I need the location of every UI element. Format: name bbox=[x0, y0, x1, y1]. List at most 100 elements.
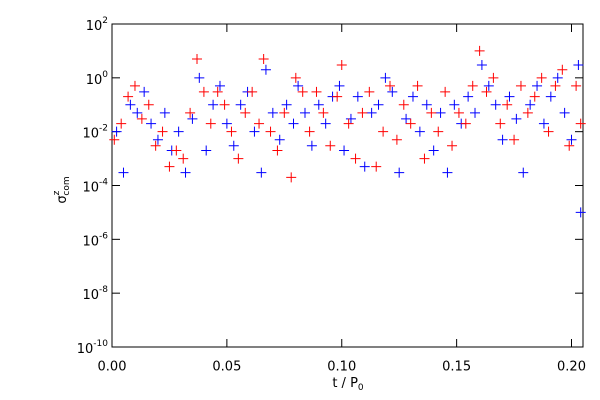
point bbox=[228, 140, 239, 151]
point bbox=[467, 80, 478, 91]
point bbox=[442, 167, 453, 178]
point bbox=[380, 72, 391, 83]
point bbox=[414, 126, 425, 137]
point bbox=[447, 140, 458, 151]
point bbox=[371, 161, 382, 172]
point bbox=[265, 126, 276, 137]
y-tick-base: 10 bbox=[82, 126, 99, 141]
point bbox=[515, 80, 526, 91]
point bbox=[552, 72, 563, 83]
point bbox=[221, 118, 232, 129]
point bbox=[235, 99, 246, 110]
point bbox=[129, 80, 140, 91]
point bbox=[339, 145, 350, 156]
point bbox=[463, 91, 474, 102]
point bbox=[272, 145, 283, 156]
point bbox=[336, 59, 347, 70]
point bbox=[180, 167, 191, 178]
point bbox=[325, 140, 336, 151]
point bbox=[536, 72, 547, 83]
point bbox=[564, 140, 575, 151]
y-tick-exponent: 2 bbox=[102, 16, 108, 26]
point bbox=[139, 86, 150, 97]
point bbox=[343, 118, 354, 129]
point bbox=[159, 107, 170, 118]
point bbox=[205, 118, 216, 129]
point bbox=[440, 86, 451, 97]
point bbox=[143, 99, 154, 110]
y-tick-label: 10-6 bbox=[82, 231, 108, 249]
point bbox=[559, 107, 570, 118]
y-label-subscript: com bbox=[62, 176, 72, 195]
point bbox=[192, 54, 203, 65]
point bbox=[254, 118, 265, 129]
y-tick-label: 102 bbox=[86, 16, 108, 34]
point bbox=[538, 118, 549, 129]
point bbox=[504, 91, 515, 102]
point bbox=[299, 107, 310, 118]
point bbox=[214, 80, 225, 91]
point bbox=[116, 118, 127, 129]
point bbox=[511, 113, 522, 124]
point bbox=[173, 126, 184, 137]
y-tick-label: 10-10 bbox=[77, 339, 109, 357]
point bbox=[483, 80, 494, 91]
y-tick-label: 10-2 bbox=[82, 123, 108, 141]
point bbox=[125, 99, 136, 110]
y-tick-exponent: -4 bbox=[99, 177, 108, 187]
point bbox=[306, 140, 317, 151]
point bbox=[428, 145, 439, 156]
point bbox=[109, 134, 120, 145]
point bbox=[387, 86, 398, 97]
point bbox=[187, 113, 198, 124]
point bbox=[201, 145, 212, 156]
point bbox=[150, 140, 161, 151]
y-axis-label: σzcom bbox=[52, 176, 72, 203]
point bbox=[525, 99, 536, 110]
point bbox=[359, 161, 370, 172]
point bbox=[573, 59, 584, 70]
point bbox=[304, 126, 315, 137]
point bbox=[497, 134, 508, 145]
point bbox=[233, 153, 244, 164]
point bbox=[502, 99, 513, 110]
point bbox=[453, 107, 464, 118]
point bbox=[281, 99, 292, 110]
point bbox=[495, 118, 506, 129]
y-tick-base: 10 bbox=[82, 180, 99, 195]
point bbox=[474, 45, 485, 56]
point bbox=[435, 107, 446, 118]
point bbox=[267, 107, 278, 118]
point bbox=[146, 118, 157, 129]
y-tick-base: 10 bbox=[82, 234, 99, 249]
x-tick-label: 0.20 bbox=[557, 360, 586, 375]
y-tick-base: 10 bbox=[82, 288, 99, 303]
point bbox=[226, 126, 237, 137]
point bbox=[407, 91, 418, 102]
point bbox=[288, 118, 299, 129]
point bbox=[194, 72, 205, 83]
x-label-subscript: 0 bbox=[358, 383, 364, 393]
point bbox=[401, 113, 412, 124]
point bbox=[123, 91, 134, 102]
x-label-text: t / P bbox=[332, 376, 358, 391]
point bbox=[529, 91, 540, 102]
point bbox=[476, 59, 487, 70]
x-tick-label: 0.10 bbox=[327, 360, 356, 375]
point bbox=[334, 80, 345, 91]
point bbox=[258, 54, 269, 65]
x-tick-label: 0.05 bbox=[212, 360, 241, 375]
x-tick-label: 0.15 bbox=[442, 360, 471, 375]
point bbox=[532, 80, 543, 91]
point bbox=[352, 91, 363, 102]
point bbox=[490, 99, 501, 110]
point bbox=[345, 113, 356, 124]
point bbox=[332, 91, 343, 102]
point bbox=[178, 153, 189, 164]
point bbox=[111, 126, 122, 137]
point bbox=[293, 80, 304, 91]
y-tick-exponent: -8 bbox=[99, 285, 108, 295]
y-tick-exponent: -6 bbox=[99, 231, 108, 241]
point bbox=[297, 86, 308, 97]
point bbox=[391, 134, 402, 145]
